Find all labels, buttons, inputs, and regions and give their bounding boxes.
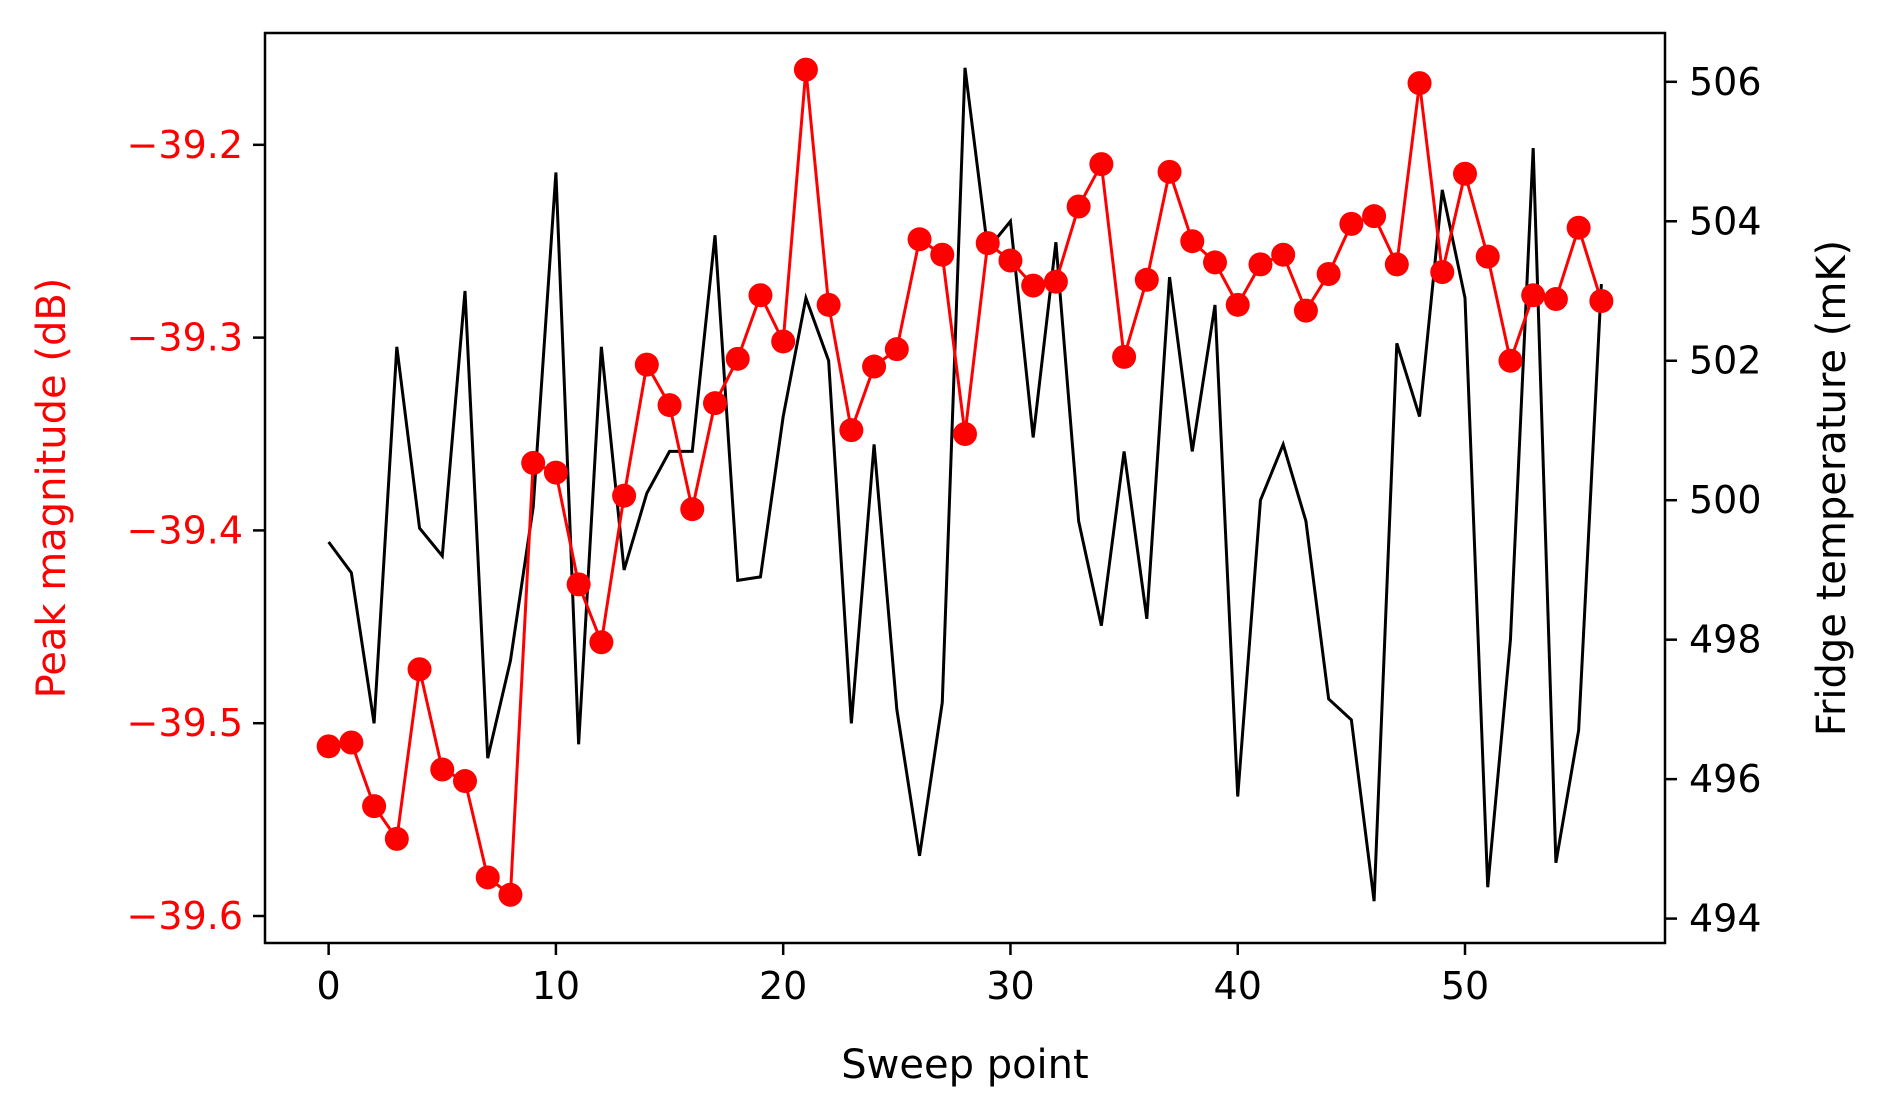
right-y-axis-ticks: 494 496 498 500 502 504 506 bbox=[1665, 60, 1762, 941]
magnitude-point bbox=[430, 757, 455, 782]
x-tick-label: 0 bbox=[317, 964, 341, 1008]
magnitude-point bbox=[589, 630, 614, 655]
left-y-tick-label: −39.2 bbox=[127, 123, 243, 167]
magnitude-point bbox=[1271, 242, 1296, 267]
magnitude-point bbox=[1157, 159, 1182, 184]
magnitude-line bbox=[328, 69, 1603, 898]
magnitude-point bbox=[1293, 298, 1318, 323]
right-y-axis-label: Fridge temperature (mK) bbox=[1809, 240, 1855, 736]
left-y-tick-label: −39.4 bbox=[127, 508, 243, 552]
x-tick-label: 40 bbox=[1214, 964, 1262, 1008]
magnitude-point bbox=[612, 483, 637, 508]
magnitude-point bbox=[725, 346, 750, 371]
magnitude-point bbox=[771, 329, 796, 354]
magnitude-point bbox=[793, 57, 818, 82]
magnitude-point bbox=[1043, 269, 1068, 294]
magnitude-point bbox=[521, 450, 546, 475]
magnitude-point bbox=[362, 794, 387, 819]
fridge-temperature-series bbox=[327, 67, 1603, 902]
magnitude-point bbox=[953, 422, 977, 447]
magnitude-point bbox=[1453, 161, 1477, 186]
magnitude-point bbox=[1112, 344, 1137, 369]
x-axis-ticks: 0 10 20 30 40 50 bbox=[317, 943, 1489, 1008]
magnitude-point bbox=[1021, 273, 1046, 298]
magnitude-point bbox=[839, 418, 864, 443]
magnitude-point bbox=[1089, 152, 1114, 177]
magnitude-point bbox=[1543, 287, 1568, 312]
magnitude-point bbox=[384, 826, 409, 851]
magnitude-point bbox=[1225, 292, 1250, 317]
magnitude-point bbox=[1180, 229, 1205, 254]
magnitude-point bbox=[634, 352, 659, 377]
magnitude-point bbox=[1566, 215, 1591, 240]
magnitude-point bbox=[1362, 204, 1387, 229]
right-y-tick-label: 506 bbox=[1689, 60, 1762, 104]
x-tick-label: 20 bbox=[759, 964, 807, 1008]
magnitude-point bbox=[816, 292, 841, 317]
magnitude-point bbox=[680, 497, 705, 522]
left-y-axis-ticks: −39.2 −39.3 −39.4 −39.5 −39.6 bbox=[127, 123, 265, 938]
right-y-tick-label: 502 bbox=[1689, 339, 1762, 383]
magnitude-point bbox=[566, 572, 591, 597]
magnitude-point bbox=[703, 391, 727, 416]
magnitude-point bbox=[930, 242, 955, 267]
peak-magnitude-series bbox=[316, 57, 1614, 907]
magnitude-point bbox=[998, 248, 1023, 273]
magnitude-point bbox=[862, 354, 887, 379]
left-y-tick-label: −39.6 bbox=[127, 894, 243, 938]
plot-frame bbox=[263, 31, 1667, 945]
magnitude-point bbox=[975, 231, 1000, 256]
magnitude-point bbox=[453, 769, 477, 794]
right-y-tick-label: 500 bbox=[1689, 478, 1762, 522]
magnitude-point bbox=[339, 730, 364, 755]
magnitude-point bbox=[1475, 244, 1500, 269]
left-y-tick-label: −39.3 bbox=[127, 316, 243, 360]
magnitude-point bbox=[1134, 267, 1159, 292]
x-axis-label: Sweep point bbox=[841, 1042, 1088, 1088]
magnitude-point bbox=[1521, 283, 1546, 308]
magnitude-point bbox=[884, 337, 909, 362]
x-tick-label: 30 bbox=[986, 964, 1034, 1008]
magnitude-point bbox=[907, 227, 932, 252]
magnitude-point bbox=[1339, 211, 1364, 236]
magnitude-point bbox=[1203, 250, 1227, 275]
left-y-tick-label: −39.5 bbox=[127, 701, 243, 745]
magnitude-point bbox=[1407, 71, 1432, 96]
magnitude-point bbox=[657, 393, 682, 418]
magnitude-point bbox=[1066, 194, 1091, 219]
x-tick-label: 10 bbox=[532, 964, 580, 1008]
right-y-tick-label: 496 bbox=[1689, 757, 1762, 801]
magnitude-point bbox=[1589, 288, 1614, 313]
magnitude-point bbox=[543, 460, 568, 485]
right-y-tick-label: 494 bbox=[1689, 897, 1762, 941]
magnitude-point bbox=[1248, 252, 1273, 277]
magnitude-point bbox=[1498, 348, 1523, 373]
magnitude-point bbox=[316, 734, 341, 759]
magnitude-point bbox=[407, 657, 432, 682]
right-y-tick-label: 498 bbox=[1689, 618, 1762, 662]
magnitude-point bbox=[1430, 260, 1455, 285]
magnitude-point bbox=[748, 283, 773, 308]
magnitude-point bbox=[1384, 252, 1409, 277]
temperature-line bbox=[327, 67, 1603, 902]
magnitude-point bbox=[475, 865, 500, 890]
right-y-tick-label: 504 bbox=[1689, 199, 1762, 243]
magnitude-point bbox=[1316, 261, 1341, 286]
x-tick-label: 50 bbox=[1441, 964, 1489, 1008]
left-y-axis-label: Peak magnitude (dB) bbox=[29, 278, 75, 699]
magnitude-point bbox=[498, 882, 523, 907]
